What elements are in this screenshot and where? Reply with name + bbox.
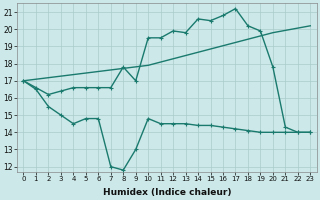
- X-axis label: Humidex (Indice chaleur): Humidex (Indice chaleur): [103, 188, 231, 197]
